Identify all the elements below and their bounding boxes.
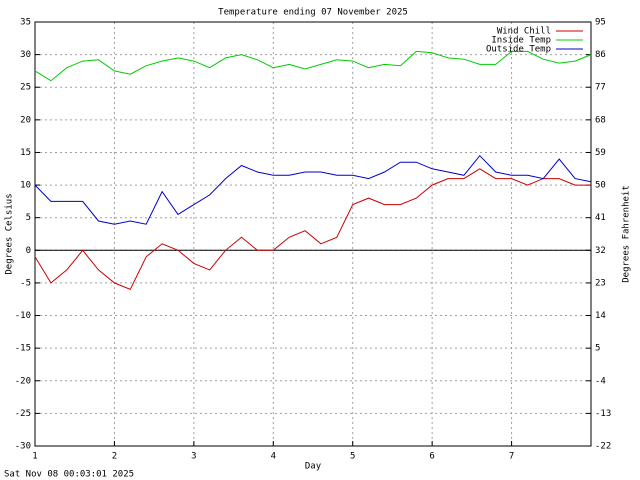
timestamp: Sat Nov 08 00:03:01 2025 (4, 470, 134, 480)
y2-tick-label: 95 (595, 18, 606, 28)
y-tick-label: -30 (15, 442, 31, 452)
y2-tick-label: 77 (595, 83, 606, 93)
y2-tick-label: -13 (595, 409, 611, 419)
y2-tick-label: 86 (595, 50, 606, 60)
y2-tick-label: 32 (595, 246, 606, 256)
y2-tick-label: 23 (595, 278, 606, 288)
y2-tick-label: 50 (595, 181, 606, 191)
y2-tick-label: 68 (595, 115, 606, 125)
y-axis-label: Degrees Celsius (5, 193, 15, 274)
y-tick-label: 15 (20, 148, 31, 158)
y-tick-label: -25 (15, 409, 31, 419)
x-tick-label: 4 (271, 452, 276, 462)
y-tick-label: 20 (20, 115, 31, 125)
x-tick-label: 1 (32, 452, 37, 462)
y-tick-label: -10 (15, 311, 31, 321)
y-tick-label: 35 (20, 18, 31, 28)
y2-tick-label: -4 (595, 376, 606, 386)
x-tick-label: 7 (509, 452, 514, 462)
y-tick-label: 25 (20, 83, 31, 93)
x-tick-label: 6 (429, 452, 434, 462)
y-tick-label: -15 (15, 344, 31, 354)
legend-label: Wind Chill (497, 27, 551, 37)
chart-title: Temperature ending 07 November 2025 (218, 8, 408, 18)
y2-tick-label: 5 (595, 344, 600, 354)
y-tick-label: 0 (26, 246, 31, 256)
plot-frame (34, 21, 592, 447)
y-tick-label: -20 (15, 376, 31, 386)
y2-tick-label: 14 (595, 311, 606, 321)
y2-tick-label: 41 (595, 213, 606, 223)
legend-label: Outside Temp (486, 45, 551, 55)
x-tick-label: 2 (112, 452, 117, 462)
y-tick-label: 10 (20, 181, 31, 191)
x-axis-label: Day (305, 462, 322, 472)
x-tick-label: 5 (350, 452, 355, 462)
series-line (34, 50, 592, 82)
series-line (34, 168, 591, 291)
y-tick-label: -5 (20, 278, 31, 288)
y2-tick-label: -22 (595, 442, 611, 452)
y2-axis-label: Degrees Fahrenheit (622, 185, 632, 283)
legend-label: Inside Temp (491, 36, 551, 46)
y-tick-label: 30 (20, 50, 31, 60)
x-tick-label: 3 (191, 452, 196, 462)
y2-tick-label: 59 (595, 148, 606, 158)
y-tick-label: 5 (26, 213, 31, 223)
series-line (34, 154, 592, 225)
